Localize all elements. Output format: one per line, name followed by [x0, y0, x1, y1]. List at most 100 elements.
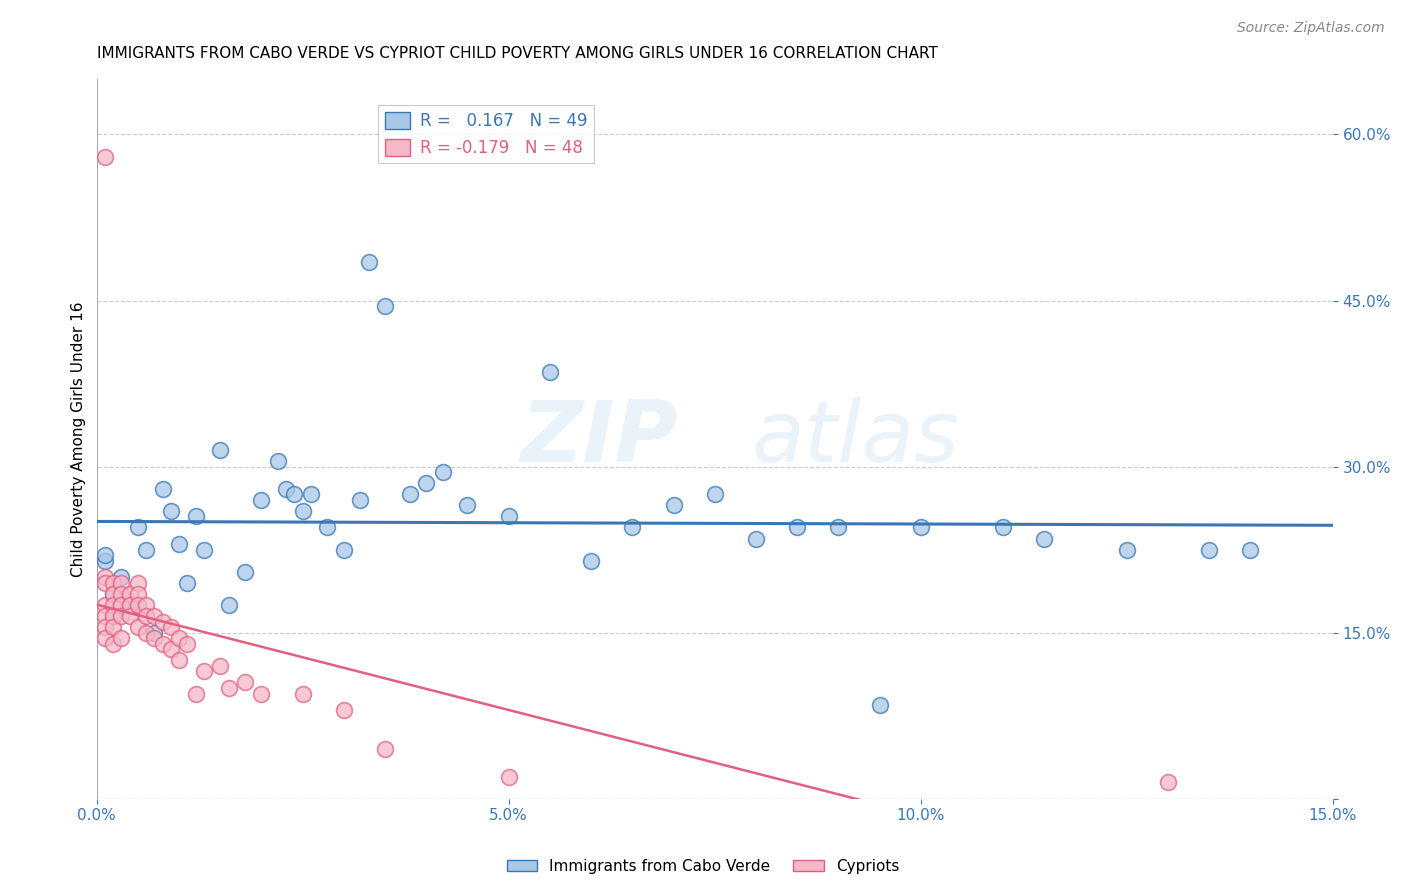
Point	[152, 637, 174, 651]
Point	[333, 542, 356, 557]
Point	[538, 366, 561, 380]
Point	[127, 520, 149, 534]
Point	[143, 625, 166, 640]
Legend: Immigrants from Cabo Verde, Cypriots: Immigrants from Cabo Verde, Cypriots	[501, 853, 905, 880]
Point	[579, 554, 602, 568]
Point	[193, 542, 215, 557]
Point	[167, 537, 190, 551]
Point	[118, 587, 141, 601]
Point	[1198, 542, 1220, 557]
Point	[374, 299, 396, 313]
Point	[167, 653, 190, 667]
Point	[621, 520, 644, 534]
Point	[118, 609, 141, 624]
Point	[167, 631, 190, 645]
Text: IMMIGRANTS FROM CABO VERDE VS CYPRIOT CHILD POVERTY AMONG GIRLS UNDER 16 CORRELA: IMMIGRANTS FROM CABO VERDE VS CYPRIOT CH…	[97, 46, 938, 62]
Point	[233, 675, 256, 690]
Point	[94, 620, 117, 634]
Point	[827, 520, 849, 534]
Point	[152, 482, 174, 496]
Point	[193, 665, 215, 679]
Point	[267, 454, 290, 468]
Point	[1239, 542, 1261, 557]
Point	[291, 687, 314, 701]
Point	[135, 598, 157, 612]
Point	[1115, 542, 1137, 557]
Point	[101, 620, 124, 634]
Point	[127, 575, 149, 590]
Point	[209, 442, 232, 457]
Point	[143, 609, 166, 624]
Point	[250, 492, 273, 507]
Point	[94, 631, 117, 645]
Point	[1033, 532, 1056, 546]
Point	[456, 499, 478, 513]
Point	[110, 575, 132, 590]
Point	[101, 598, 124, 612]
Point	[333, 703, 356, 717]
Point	[374, 742, 396, 756]
Point	[127, 587, 149, 601]
Point	[110, 570, 132, 584]
Point	[283, 487, 305, 501]
Point	[398, 487, 420, 501]
Y-axis label: Child Poverty Among Girls Under 16: Child Poverty Among Girls Under 16	[72, 301, 86, 576]
Point	[101, 609, 124, 624]
Point	[357, 254, 380, 268]
Point	[94, 598, 117, 612]
Point	[218, 681, 240, 695]
Point	[135, 542, 157, 557]
Point	[159, 620, 181, 634]
Text: ZIP: ZIP	[520, 398, 678, 481]
Point	[498, 770, 520, 784]
Point	[110, 609, 132, 624]
Point	[869, 698, 891, 712]
Point	[415, 476, 437, 491]
Legend: R =   0.167   N = 49, R = -0.179   N = 48: R = 0.167 N = 49, R = -0.179 N = 48	[378, 105, 593, 163]
Point	[118, 598, 141, 612]
Point	[101, 575, 124, 590]
Point	[276, 482, 298, 496]
Point	[233, 565, 256, 579]
Point	[135, 609, 157, 624]
Point	[110, 587, 132, 601]
Point	[101, 609, 124, 624]
Point	[432, 465, 454, 479]
Point	[184, 687, 207, 701]
Point	[101, 587, 124, 601]
Point	[143, 631, 166, 645]
Point	[159, 642, 181, 657]
Point	[94, 548, 117, 562]
Point	[218, 598, 240, 612]
Point	[101, 587, 124, 601]
Point	[498, 509, 520, 524]
Point	[94, 554, 117, 568]
Point	[662, 499, 685, 513]
Point	[316, 520, 339, 534]
Point	[101, 637, 124, 651]
Point	[176, 637, 198, 651]
Point	[152, 615, 174, 629]
Point	[127, 620, 149, 634]
Point	[176, 575, 198, 590]
Point	[209, 659, 232, 673]
Point	[299, 487, 322, 501]
Point	[291, 504, 314, 518]
Point	[94, 150, 117, 164]
Point	[745, 532, 768, 546]
Point	[991, 520, 1014, 534]
Point	[703, 487, 725, 501]
Point	[184, 509, 207, 524]
Point	[110, 631, 132, 645]
Point	[786, 520, 808, 534]
Point	[349, 492, 371, 507]
Text: atlas: atlas	[752, 398, 960, 481]
Text: Source: ZipAtlas.com: Source: ZipAtlas.com	[1237, 21, 1385, 35]
Point	[159, 504, 181, 518]
Point	[127, 598, 149, 612]
Point	[118, 598, 141, 612]
Point	[94, 609, 117, 624]
Point	[94, 575, 117, 590]
Point	[135, 625, 157, 640]
Point	[250, 687, 273, 701]
